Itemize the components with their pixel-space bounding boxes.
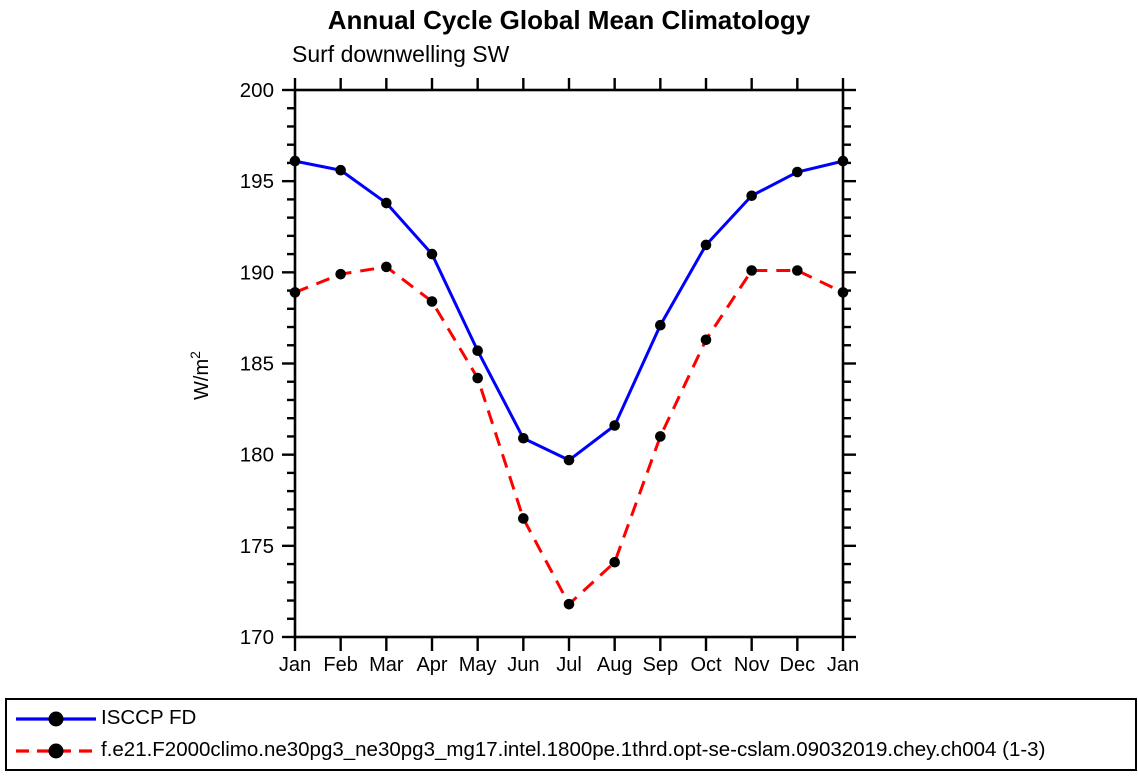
plot-subtitle: Surf downwelling SW [292, 41, 510, 67]
y-tick-label: 185 [240, 353, 274, 376]
y-tick-label: 200 [240, 79, 274, 102]
x-tick-label: Jun [507, 654, 539, 676]
x-tick-label: May [459, 654, 497, 676]
y-tick-label: 195 [240, 170, 274, 193]
x-tick-label: Jan [279, 654, 311, 676]
plot-frame [293, 88, 845, 639]
x-tick-label: Aug [597, 654, 633, 676]
series-line-0 [294, 159, 844, 462]
series-markers-1 [289, 261, 849, 610]
legend-item-model-run: f.e21.F2000climo.ne30pg3_ne30pg3_mg17.in… [13, 735, 1135, 767]
y-tick-label: 175 [240, 535, 274, 558]
x-tick-label: Dec [780, 654, 816, 676]
y-tick-label: 170 [240, 626, 274, 649]
legend-line-sample-solid [16, 711, 96, 726]
page-title: Annual Cycle Global Mean Climatology [327, 5, 811, 35]
x-tick-label: Jan [827, 654, 859, 676]
x-tick-label: Sep [643, 654, 679, 676]
y-axis-label: W/m2 [187, 351, 213, 400]
legend-line-sample-dashed [16, 743, 96, 758]
x-tick-label: Feb [323, 654, 357, 676]
legend-label-isccp-fd: ISCCP FD [101, 706, 197, 730]
axis-ticks: 170 175 180 185 190 195 200 Jan Feb Mar Apr May Jun J… [240, 78, 859, 676]
x-tick-label: Jul [556, 654, 582, 676]
x-tick-label: Mar [369, 654, 404, 676]
x-tick-label: Oct [690, 654, 722, 676]
legend-label-model-run: f.e21.F2000climo.ne30pg3_ne30pg3_mg17.in… [101, 738, 1046, 762]
series-line-1 [294, 265, 844, 606]
legend: ISCCP FD f.e21.F2000climo.ne30pg3_ne30pg… [5, 698, 1137, 771]
legend-item-isccp-fd: ISCCP FD [13, 703, 1135, 735]
plot-area: 170 175 180 185 190 195 200 Jan Feb Mar Apr May Jun J… [187, 78, 859, 676]
x-tick-label: Apr [416, 654, 447, 676]
series-markers-0 [289, 155, 849, 466]
y-tick-label: 190 [240, 261, 274, 284]
climatology-chart: 170 175 180 185 190 195 200 Jan Feb Mar Apr May Jun J… [187, 78, 859, 676]
x-tick-label: Nov [734, 654, 770, 676]
y-tick-label: 180 [240, 444, 274, 467]
